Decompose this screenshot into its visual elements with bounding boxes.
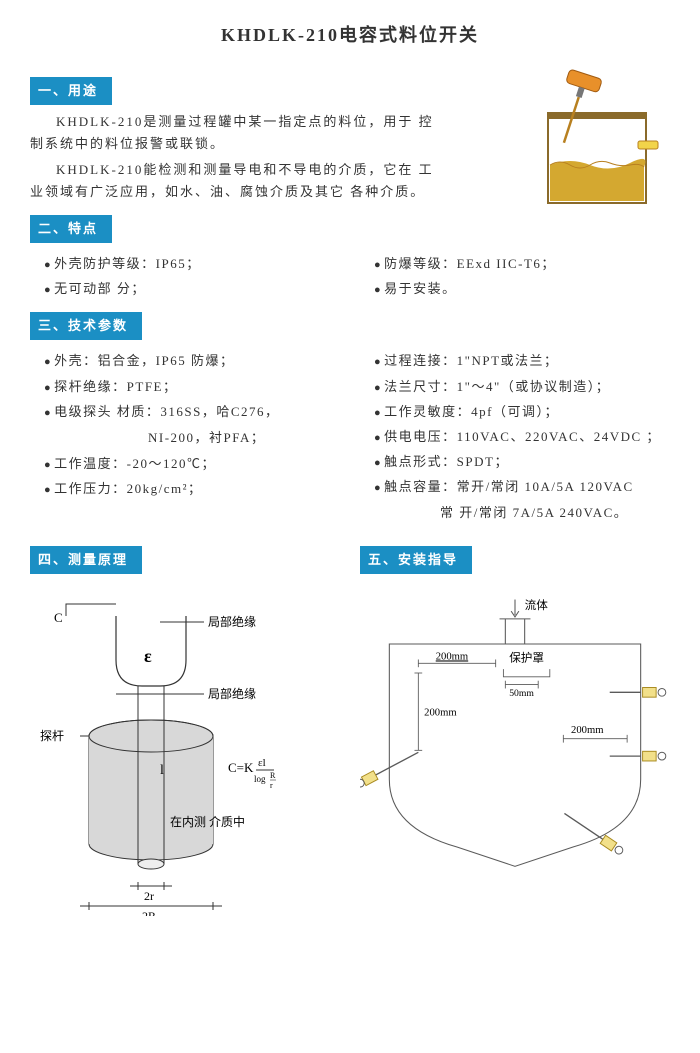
label-insul2: 局部绝缘 bbox=[208, 686, 256, 701]
section-usage: 一、用途 KHDLK-210是测量过程罐中某一指定点的料位，用于 控制系统中的料… bbox=[30, 69, 670, 203]
page-title: KHDLK-210电容式料位开关 bbox=[30, 20, 670, 51]
spec-item: 触点形式：SPDT； bbox=[374, 451, 670, 473]
label-formula-CK: C=K bbox=[228, 760, 254, 775]
spec-item: 工作压力：20kg/cm²； bbox=[44, 478, 360, 500]
intro-p1: KHDLK-210是测量过程罐中某一指定点的料位，用于 控制系统中的料位报警或联… bbox=[30, 111, 440, 155]
spec-item: 电级探头 材质：316SS，哈C276， bbox=[44, 401, 360, 423]
spec-item: 供电电压：110VAC、220VAC、24VDC ； bbox=[374, 426, 670, 448]
diagram-measurement-principle: C ε 局部绝缘 局部绝缘 探杆 l C bbox=[30, 586, 330, 923]
label-insul1: 局部绝缘 bbox=[208, 614, 256, 629]
spec-item: 过程连接：1"NPT或法兰； bbox=[374, 350, 670, 372]
feature-item: 外壳防护等级：IP65； bbox=[44, 253, 360, 275]
section-header-4: 四、测量原理 bbox=[30, 546, 142, 574]
section-header-3: 三、技术参数 bbox=[30, 312, 142, 340]
label-50: 50mm bbox=[509, 688, 534, 699]
spec-item: 触点容量：常开/常闭 10A/5A 120VAC bbox=[374, 476, 670, 498]
label-200b: 200mm bbox=[424, 708, 457, 719]
label-2R: 2R bbox=[142, 909, 156, 916]
section-header-5: 五、安装指导 bbox=[360, 546, 472, 574]
features-right: 防爆等级：EExd IIC-T6； 易于安装。 bbox=[360, 253, 670, 300]
specs-right: 过程连接：1"NPT或法兰； 法兰尺寸：1"～4"（或协议制造）； 工作灵敏度：… bbox=[360, 350, 670, 498]
label-epsilon: ε bbox=[144, 646, 152, 666]
specs-left-2: 工作温度：-20～120℃； 工作压力：20kg/cm²； bbox=[30, 453, 360, 500]
label-formula-el: εl bbox=[258, 757, 266, 769]
spec-item: 工作温度：-20～120℃； bbox=[44, 453, 360, 475]
label-formula-R: R bbox=[270, 771, 276, 780]
features-left: 外壳防护等级：IP65； 无可动部 分； bbox=[30, 253, 360, 300]
label-formula-log: log bbox=[254, 774, 266, 784]
spec-item: 外壳：铝合金，IP65 防爆； bbox=[44, 350, 360, 372]
feature-item: 防爆等级：EExd IIC-T6； bbox=[374, 253, 670, 275]
specs-left: 外壳：铝合金，IP65 防爆； 探杆绝缘：PTFE； 电级探头 材质：316SS… bbox=[30, 350, 360, 422]
product-illustration bbox=[520, 65, 660, 215]
label-200a: 200mm bbox=[436, 652, 469, 663]
label-formula-r: r bbox=[270, 781, 273, 790]
section-header-1: 一、用途 bbox=[30, 77, 112, 105]
intro-p2: KHDLK-210能检测和测量导电和不导电的介质，它在 工业领域有广泛应用，如水… bbox=[30, 159, 440, 203]
specs-block: 外壳：铝合金，IP65 防爆； 探杆绝缘：PTFE； 电级探头 材质：316SS… bbox=[30, 346, 670, 524]
feature-item: 易于安装。 bbox=[374, 278, 670, 300]
label-shield: 保护罩 bbox=[509, 651, 544, 665]
spec-indent-left: NI-200，衬PFA； bbox=[30, 427, 360, 449]
label-probe: 探杆 bbox=[40, 729, 64, 743]
diagram-installation: 流体 200mm 保护罩 50mm bbox=[360, 586, 670, 923]
label-C: C bbox=[54, 610, 63, 625]
feature-item: 无可动部 分； bbox=[44, 278, 360, 300]
spec-item: 探杆绝缘：PTFE； bbox=[44, 376, 360, 398]
features-block: 外壳防护等级：IP65； 无可动部 分； 防爆等级：EExd IIC-T6； 易… bbox=[30, 249, 670, 304]
spec-item: 法兰尺寸：1"～4"（或协议制造）； bbox=[374, 376, 670, 398]
label-200c: 200mm bbox=[571, 725, 604, 736]
spec-item: 工作灵敏度：4pf（可调）； bbox=[374, 401, 670, 423]
label-l: l bbox=[160, 763, 164, 778]
spec-indent-right: 常 开/常闭 7A/5A 240VAC。 bbox=[360, 502, 670, 524]
label-2r: 2r bbox=[144, 889, 154, 903]
label-medium: 在内测 介质中 bbox=[170, 814, 245, 829]
section-header-2: 二、特点 bbox=[30, 215, 112, 243]
label-fluid: 流体 bbox=[525, 598, 549, 612]
